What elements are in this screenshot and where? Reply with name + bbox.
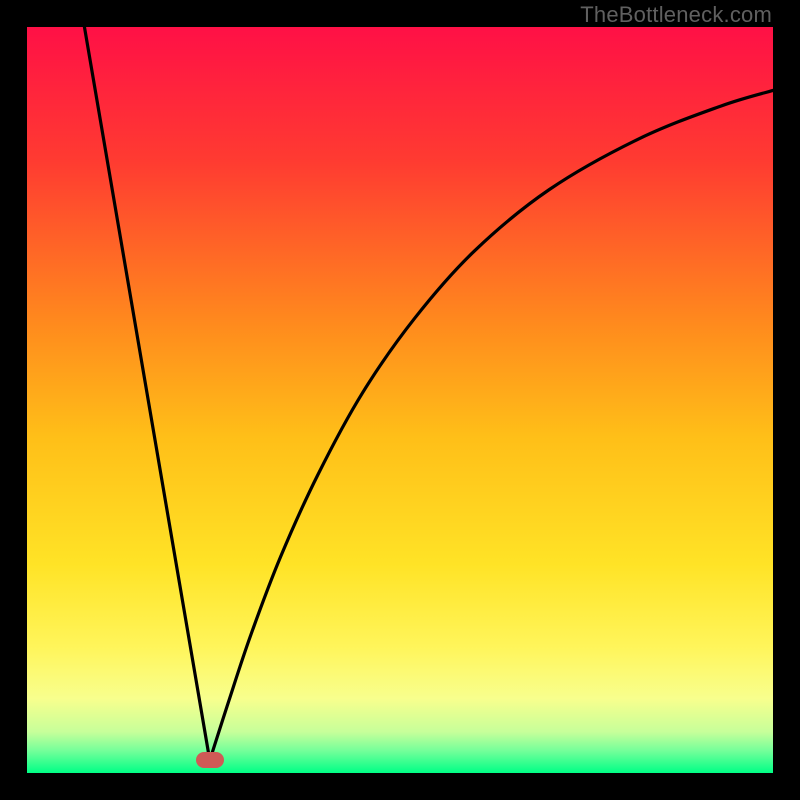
plot-area <box>27 27 773 773</box>
watermark-text: TheBottleneck.com <box>580 2 772 28</box>
chart-frame: TheBottleneck.com <box>0 0 800 800</box>
minimum-marker <box>196 752 224 768</box>
